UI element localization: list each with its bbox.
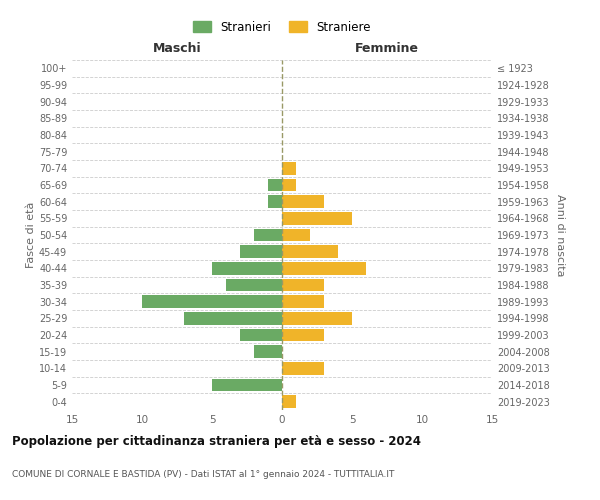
Bar [282, 229, 310, 241]
Bar [282, 212, 352, 224]
Bar [282, 162, 296, 174]
Bar [226, 279, 282, 291]
Bar [282, 296, 324, 308]
Bar [282, 246, 338, 258]
Legend: Stranieri, Straniere: Stranieri, Straniere [188, 16, 376, 38]
Bar [254, 346, 282, 358]
Bar [282, 179, 296, 192]
Bar [282, 396, 296, 408]
Bar [282, 262, 366, 274]
Y-axis label: Fasce di età: Fasce di età [26, 202, 36, 268]
Text: Maschi: Maschi [152, 42, 202, 55]
Bar [212, 379, 282, 391]
Bar [184, 312, 282, 324]
Bar [282, 312, 352, 324]
Bar [240, 329, 282, 341]
Bar [268, 196, 282, 208]
Bar [254, 229, 282, 241]
Text: Popolazione per cittadinanza straniera per età e sesso - 2024: Popolazione per cittadinanza straniera p… [12, 435, 421, 448]
Y-axis label: Anni di nascita: Anni di nascita [555, 194, 565, 276]
Bar [282, 279, 324, 291]
Bar [268, 179, 282, 192]
Bar [240, 246, 282, 258]
Bar [282, 196, 324, 208]
Text: COMUNE DI CORNALE E BASTIDA (PV) - Dati ISTAT al 1° gennaio 2024 - TUTTITALIA.IT: COMUNE DI CORNALE E BASTIDA (PV) - Dati … [12, 470, 394, 479]
Bar [282, 362, 324, 374]
Bar [212, 262, 282, 274]
Bar [282, 329, 324, 341]
Bar [142, 296, 282, 308]
Text: Femmine: Femmine [355, 42, 419, 55]
